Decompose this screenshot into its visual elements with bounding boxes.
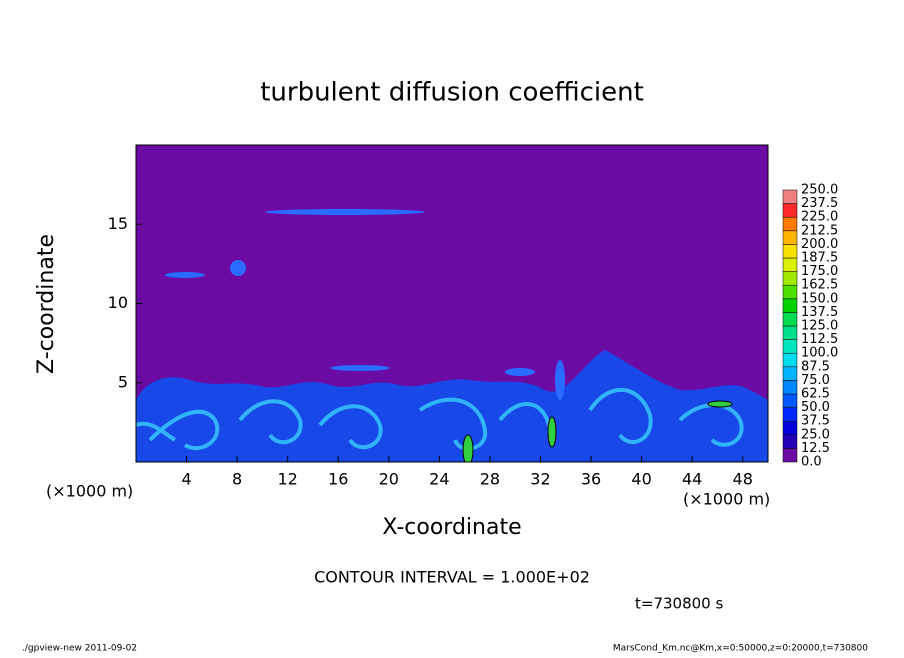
colorbar-band [782,448,798,463]
y-tick-label: 5 [118,372,128,391]
x-tick-label: 44 [682,470,702,489]
x-tick-label: 48 [733,470,753,489]
x-tick-label: 40 [631,470,651,489]
low-level-turbulence [136,350,768,462]
footer-left: ./gpview-new 2011-09-02 [22,644,137,654]
colorbar-band [782,352,798,368]
colorbar-band [782,284,798,300]
colorbar-label: 212.5 [801,223,838,238]
x-tick-label: 24 [429,470,449,489]
colorbar-band [782,366,798,381]
y-axis-label: Z-coordinate [34,234,59,374]
x-tick-label: 28 [480,470,500,489]
swirls [136,388,744,451]
x-tick-label: 32 [530,470,550,489]
x-tick-label: 4 [181,470,191,489]
colorbar-band [782,189,798,204]
colorbar-label: 162.5 [801,278,838,293]
colorbar-label: 87.5 [801,359,830,374]
footer-right: MarsCond_Km.nc@Km,x=0:50000,z=0:20000,t=… [613,644,868,654]
colorbar-band [782,312,798,327]
colorbar-label: 150.0 [801,291,838,306]
colorbar-label: 237.5 [801,196,838,211]
colorbar-label: 250.0 [801,183,838,198]
colorbar-label: 100.0 [801,346,838,361]
colorbar-label: 175.0 [801,264,838,279]
colorbar-label: 137.5 [801,305,838,320]
colorbar-label: 0.0 [801,455,822,470]
colorbar-label: 37.5 [801,414,830,429]
colorbar-label: 75.0 [801,373,830,388]
colorbar-label: 187.5 [801,251,838,266]
colorbar-band [782,216,798,232]
colorbar-band [782,257,798,272]
x-axis-unit: (×1000 m) [683,490,770,509]
colorbar-label: 125.0 [801,319,838,334]
green-patches [462,400,733,462]
contour-interval: CONTOUR INTERVAL = 1.000E+02 [314,568,590,587]
x-tick-label: 36 [581,470,601,489]
colorbar-label: 50.0 [801,400,830,415]
time-label: t=730800 s [635,595,723,613]
x-tick-label: 12 [278,470,298,489]
colorbar-band [782,325,798,340]
x-axis-label: X-coordinate [382,515,521,540]
colorbar-label: 112.5 [801,332,838,347]
colorbar-band [782,298,798,313]
y-tick-label: 15 [108,214,128,233]
colorbar-band [782,407,798,422]
x-axis-unit: (×1000 m) [46,482,133,501]
colorbar-band [782,380,798,395]
x-tick-label: 8 [232,470,242,489]
field [136,209,768,462]
colorbar-band [782,393,798,408]
colorbar-label: 225.0 [801,210,838,225]
x-tick-label: 16 [328,470,348,489]
y-tick-label: 10 [108,293,128,312]
upper-patches [165,209,565,400]
colorbar-label: 25.0 [801,427,830,442]
chart-title: turbulent diffusion coefficient [260,78,644,108]
colorbar-band [782,339,798,354]
colorbar-band [782,271,798,286]
colorbar-band [782,420,798,436]
colorbar-band [782,434,798,449]
colorbar-band [782,230,798,245]
colorbar-label: 200.0 [801,237,838,252]
colorbar-label: 12.5 [801,441,830,456]
colorbar-band [782,244,798,259]
colorbar-label: 62.5 [801,387,830,402]
colorbar-band [782,203,798,218]
x-tick-label: 20 [379,470,399,489]
